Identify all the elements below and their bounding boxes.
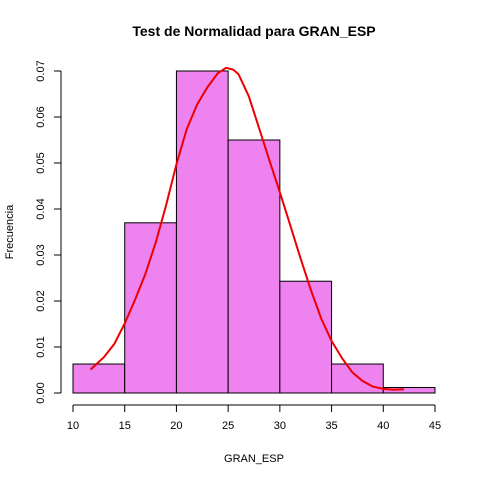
x-tick-label: 30 [274,420,286,432]
x-tick-label: 25 [222,420,234,432]
histogram-bar-4 [227,139,281,394]
histogram-bar-3 [175,70,229,394]
y-tick-label: 0.07 [35,60,47,81]
y-axis-label: Frecuencia [4,204,16,259]
x-tick-label: 10 [67,420,79,432]
normal-density-curve [89,66,405,391]
x-tick-label: 45 [429,420,441,432]
y-tick-label: 0.04 [35,198,47,219]
y-tick-label: 0.05 [35,152,47,173]
y-axis: 0.00 0.01 0.02 0.03 0.04 0.05 0.06 0.07 [35,60,62,404]
y-tick-label: 0.00 [35,382,47,403]
x-axis-label: GRAN_ESP [224,453,284,465]
y-tick-label: 0.01 [35,336,47,357]
histogram-bar-1 [72,363,126,394]
chart-title: Test de Normalidad para GRAN_ESP [132,23,375,39]
x-tick-label: 35 [325,420,337,432]
y-tick-label: 0.03 [35,244,47,265]
y-tick-label: 0.02 [35,290,47,311]
y-tick-label: 0.06 [35,106,47,127]
histogram-bar-5 [279,280,333,394]
x-tick-label: 15 [119,420,131,432]
x-tick-label: 20 [170,420,182,432]
bars-group [72,70,436,394]
x-tick-label: 40 [377,420,389,432]
histogram-bar-7 [382,386,436,394]
histogram-bar-6 [331,363,384,394]
x-axis: 10 15 20 25 30 35 40 45 [67,404,441,432]
histogram-bar-2 [124,222,177,394]
normal-curve-group [89,66,405,391]
